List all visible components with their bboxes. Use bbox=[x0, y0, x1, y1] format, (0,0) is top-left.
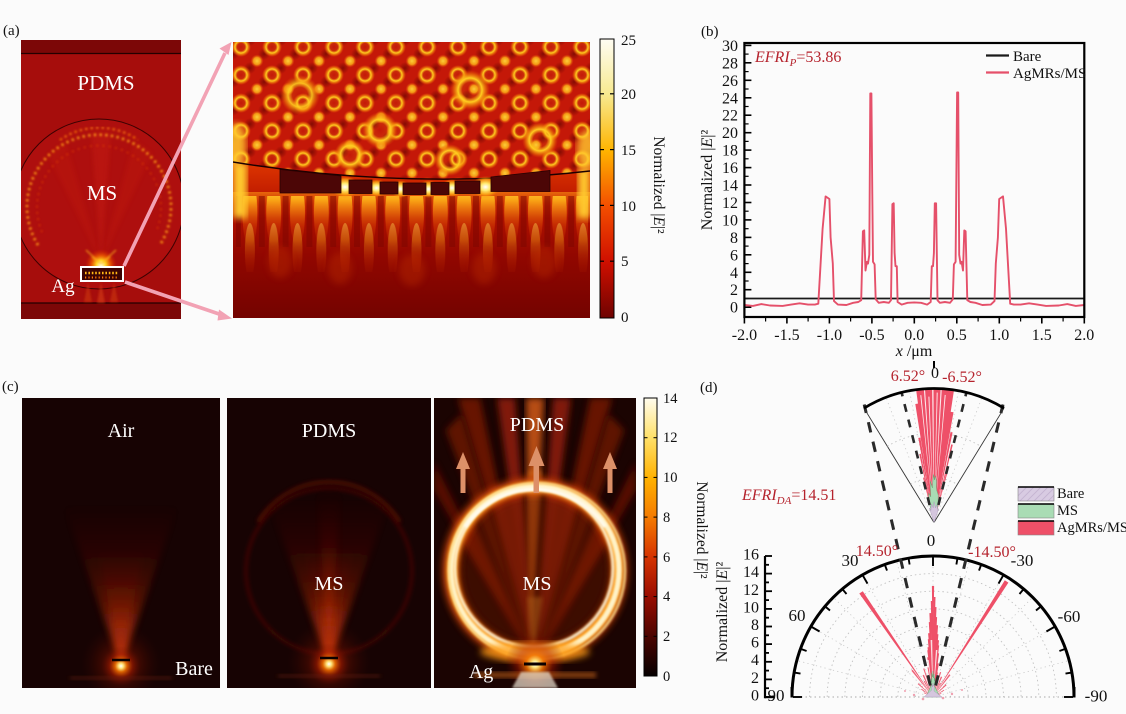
svg-text:0: 0 bbox=[621, 310, 629, 326]
svg-text:6: 6 bbox=[751, 635, 759, 652]
svg-text:6: 6 bbox=[663, 550, 670, 566]
svg-text:(c): (c) bbox=[2, 379, 19, 395]
svg-text:1.5: 1.5 bbox=[1032, 327, 1052, 344]
svg-text:Normalized |E|²: Normalized |E|² bbox=[650, 136, 667, 234]
svg-text:14: 14 bbox=[722, 178, 738, 195]
svg-text:16: 16 bbox=[722, 160, 738, 177]
svg-text:PDMS: PDMS bbox=[302, 420, 356, 442]
svg-text:5: 5 bbox=[621, 254, 629, 270]
svg-text:0: 0 bbox=[927, 531, 936, 550]
svg-text:PDMS: PDMS bbox=[77, 71, 134, 95]
svg-text:EFRIP=53.86: EFRIP=53.86 bbox=[754, 49, 841, 69]
svg-text:6.52°: 6.52° bbox=[891, 368, 925, 385]
svg-text:Bare: Bare bbox=[1013, 49, 1042, 65]
svg-text:0: 0 bbox=[751, 688, 759, 705]
svg-text:-6.52°: -6.52° bbox=[942, 369, 982, 386]
svg-text:Normalized |E|²: Normalized |E|² bbox=[699, 130, 716, 231]
svg-text:Bare: Bare bbox=[175, 658, 213, 680]
svg-text:Air: Air bbox=[108, 420, 135, 442]
svg-text:12: 12 bbox=[722, 195, 738, 212]
svg-text:22: 22 bbox=[722, 108, 738, 125]
svg-text:-0.5: -0.5 bbox=[859, 327, 884, 344]
svg-text:0.5: 0.5 bbox=[947, 327, 967, 344]
svg-text:0: 0 bbox=[663, 669, 670, 685]
svg-text:26: 26 bbox=[722, 73, 738, 90]
svg-text:4: 4 bbox=[751, 652, 759, 669]
svg-text:x /μm: x /μm bbox=[895, 343, 933, 360]
svg-text:AgMRs/MS: AgMRs/MS bbox=[1013, 66, 1086, 82]
svg-text:EFRIDA=14.51: EFRIDA=14.51 bbox=[741, 487, 836, 507]
svg-text:AgMRs/MS: AgMRs/MS bbox=[1057, 520, 1126, 536]
svg-text:4: 4 bbox=[730, 265, 738, 282]
svg-text:2.0: 2.0 bbox=[1074, 327, 1094, 344]
svg-text:-90: -90 bbox=[1085, 687, 1108, 706]
svg-text:10: 10 bbox=[743, 599, 759, 616]
svg-text:-60: -60 bbox=[1058, 607, 1081, 626]
svg-text:2: 2 bbox=[730, 282, 738, 299]
svg-text:8: 8 bbox=[751, 617, 759, 634]
svg-text:28: 28 bbox=[722, 55, 738, 72]
svg-text:-1.5: -1.5 bbox=[774, 327, 799, 344]
svg-text:14: 14 bbox=[663, 391, 678, 407]
svg-text:(d): (d) bbox=[700, 380, 718, 396]
svg-text:MS: MS bbox=[1057, 503, 1078, 519]
svg-text:2: 2 bbox=[663, 629, 670, 645]
svg-text:0: 0 bbox=[730, 300, 738, 317]
svg-text:Ag: Ag bbox=[469, 661, 493, 683]
svg-text:4: 4 bbox=[663, 589, 671, 605]
svg-text:30: 30 bbox=[842, 551, 859, 570]
svg-text:0: 0 bbox=[931, 365, 939, 382]
svg-text:14.50°: 14.50° bbox=[856, 543, 898, 560]
svg-text:15: 15 bbox=[621, 143, 636, 159]
svg-text:MS: MS bbox=[523, 573, 552, 595]
svg-text:(b): (b) bbox=[701, 24, 719, 40]
svg-text:-2.0: -2.0 bbox=[732, 327, 757, 344]
svg-text:-30: -30 bbox=[1011, 551, 1034, 570]
svg-text:24: 24 bbox=[722, 90, 738, 107]
svg-text:10: 10 bbox=[663, 470, 678, 486]
svg-text:PDMS: PDMS bbox=[510, 414, 564, 436]
svg-text:Ag: Ag bbox=[51, 276, 75, 297]
svg-text:16: 16 bbox=[743, 547, 759, 564]
svg-text:60: 60 bbox=[789, 606, 806, 625]
svg-text:2: 2 bbox=[751, 670, 759, 687]
svg-text:10: 10 bbox=[621, 199, 636, 215]
svg-text:8: 8 bbox=[663, 510, 670, 526]
svg-text:0.0: 0.0 bbox=[904, 327, 924, 344]
svg-text:8: 8 bbox=[730, 230, 738, 247]
svg-text:Normalized |E|²: Normalized |E|² bbox=[693, 481, 710, 579]
svg-text:6: 6 bbox=[730, 247, 738, 264]
svg-text:12: 12 bbox=[663, 430, 678, 446]
svg-text:18: 18 bbox=[722, 143, 738, 160]
svg-text:Bare: Bare bbox=[1057, 486, 1084, 502]
svg-text:30: 30 bbox=[722, 38, 738, 55]
svg-text:14: 14 bbox=[743, 564, 759, 581]
svg-text:90: 90 bbox=[768, 686, 785, 705]
svg-text:Normalized |E|²: Normalized |E|² bbox=[714, 562, 731, 663]
svg-text:(a): (a) bbox=[3, 23, 20, 39]
svg-text:20: 20 bbox=[722, 125, 738, 142]
svg-text:MS: MS bbox=[315, 573, 344, 595]
svg-text:MS: MS bbox=[87, 181, 117, 205]
svg-text:10: 10 bbox=[722, 212, 738, 229]
svg-text:25: 25 bbox=[621, 33, 636, 49]
svg-text:-14.50°: -14.50° bbox=[968, 544, 1016, 561]
svg-text:-1.0: -1.0 bbox=[817, 327, 842, 344]
svg-text:1.0: 1.0 bbox=[989, 327, 1009, 344]
svg-text:20: 20 bbox=[621, 87, 636, 103]
svg-text:12: 12 bbox=[743, 582, 759, 599]
